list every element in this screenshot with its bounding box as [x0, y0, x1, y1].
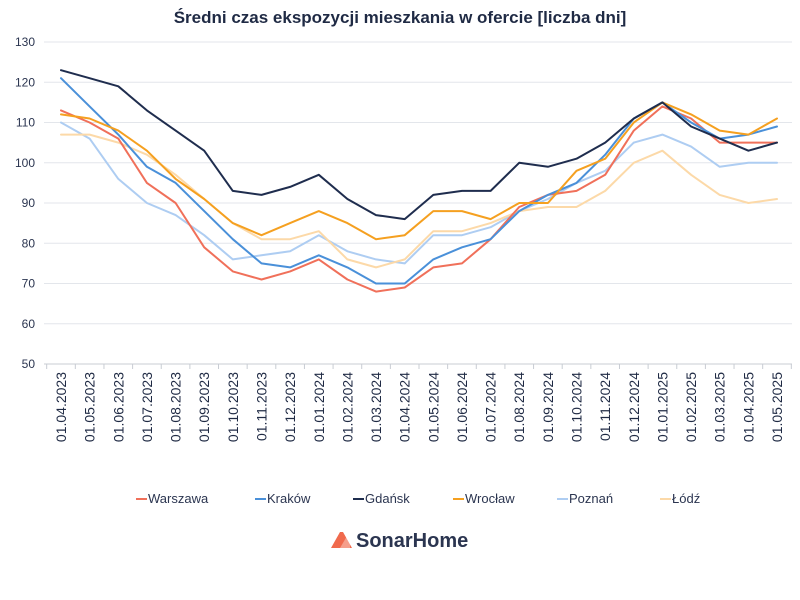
legend-label: Kraków — [267, 491, 311, 506]
x-tick-label: 01.12.2024 — [626, 372, 642, 442]
legend-item: Kraków — [255, 491, 311, 506]
legend-label: Gdańsk — [365, 491, 410, 506]
sonarhome-logo-icon — [331, 532, 352, 548]
x-tick-label: 01.08.2024 — [511, 372, 527, 442]
legend-label: Poznań — [569, 491, 613, 506]
x-tick-label: 01.11.2024 — [597, 372, 613, 441]
y-tick-label: 70 — [22, 277, 36, 291]
legend-item: Gdańsk — [353, 491, 410, 506]
legend-label: Łódź — [672, 491, 700, 506]
x-tick-label: 01.10.2023 — [225, 372, 241, 442]
x-tick-label: 01.10.2024 — [569, 372, 585, 442]
chart-title: Średni czas ekspozycji mieszkania w ofer… — [174, 8, 627, 27]
y-tick-label: 60 — [22, 317, 36, 331]
y-tick-label: 50 — [22, 357, 36, 371]
x-tick-label: 01.05.2024 — [425, 372, 441, 442]
x-tick-label: 01.02.2025 — [683, 372, 699, 442]
legend-label: Warszawa — [148, 491, 209, 506]
legend-label: Wrocław — [465, 491, 515, 506]
x-tick-label: 01.11.2023 — [253, 372, 269, 441]
y-tick-label: 80 — [22, 236, 36, 250]
legend-item: Warszawa — [136, 491, 209, 506]
sonarhome-logo-text: SonarHome — [356, 530, 468, 552]
x-tick-label: 01.04.2023 — [53, 372, 69, 442]
x-tick-label: 01.05.2025 — [769, 372, 785, 442]
x-tick-label: 01.06.2024 — [454, 372, 470, 442]
y-tick-label: 130 — [15, 35, 35, 49]
series-lines — [60, 69, 778, 293]
legend: Warszawa Kraków Gdańsk Wrocław Poznań Łódź — [136, 491, 700, 506]
x-tick-label: 01.09.2023 — [196, 372, 212, 442]
x-tick-label: 01.07.2024 — [483, 372, 499, 442]
x-tick-label: 01.01.2025 — [654, 372, 670, 442]
sonarhome-logo-icon-accent — [340, 536, 350, 548]
x-tick-label: 01.04.2024 — [397, 372, 413, 442]
legend-item: Łódź — [660, 491, 700, 506]
x-tick-label: 01.07.2023 — [139, 372, 155, 442]
legend-item: Poznań — [557, 491, 613, 506]
y-tick-label: 90 — [22, 196, 36, 210]
series-line-gdańsk — [60, 69, 778, 221]
x-tick-label: 01.09.2024 — [540, 372, 556, 442]
x-tick-label: 01.03.2025 — [712, 372, 728, 442]
x-tick-label: 01.06.2023 — [110, 372, 126, 442]
x-tick-label: 01.12.2023 — [282, 372, 298, 442]
grid — [44, 41, 792, 325]
legend-item: Wrocław — [453, 491, 515, 506]
y-tick-label: 110 — [16, 116, 35, 130]
x-tick-label: 01.08.2023 — [168, 372, 184, 442]
x-tick-label: 01.01.2024 — [311, 372, 327, 442]
axes: 50 60 70 80 90 100 110 120 130 01.04.2023 01.05.20… — [15, 35, 792, 442]
x-tick-label: 01.05.2023 — [82, 372, 98, 442]
series-line-łódź — [60, 133, 778, 269]
x-tick-label: 01.04.2025 — [740, 372, 756, 442]
x-tick-label: 01.03.2024 — [368, 372, 384, 442]
series-line-poznań — [60, 121, 778, 265]
series-line-warszawa — [60, 105, 778, 293]
y-tick-label: 120 — [15, 75, 35, 89]
y-tick-label: 100 — [15, 156, 35, 170]
sonarhome-logo: SonarHome — [331, 530, 468, 552]
x-tick-label: 01.02.2024 — [339, 372, 355, 442]
